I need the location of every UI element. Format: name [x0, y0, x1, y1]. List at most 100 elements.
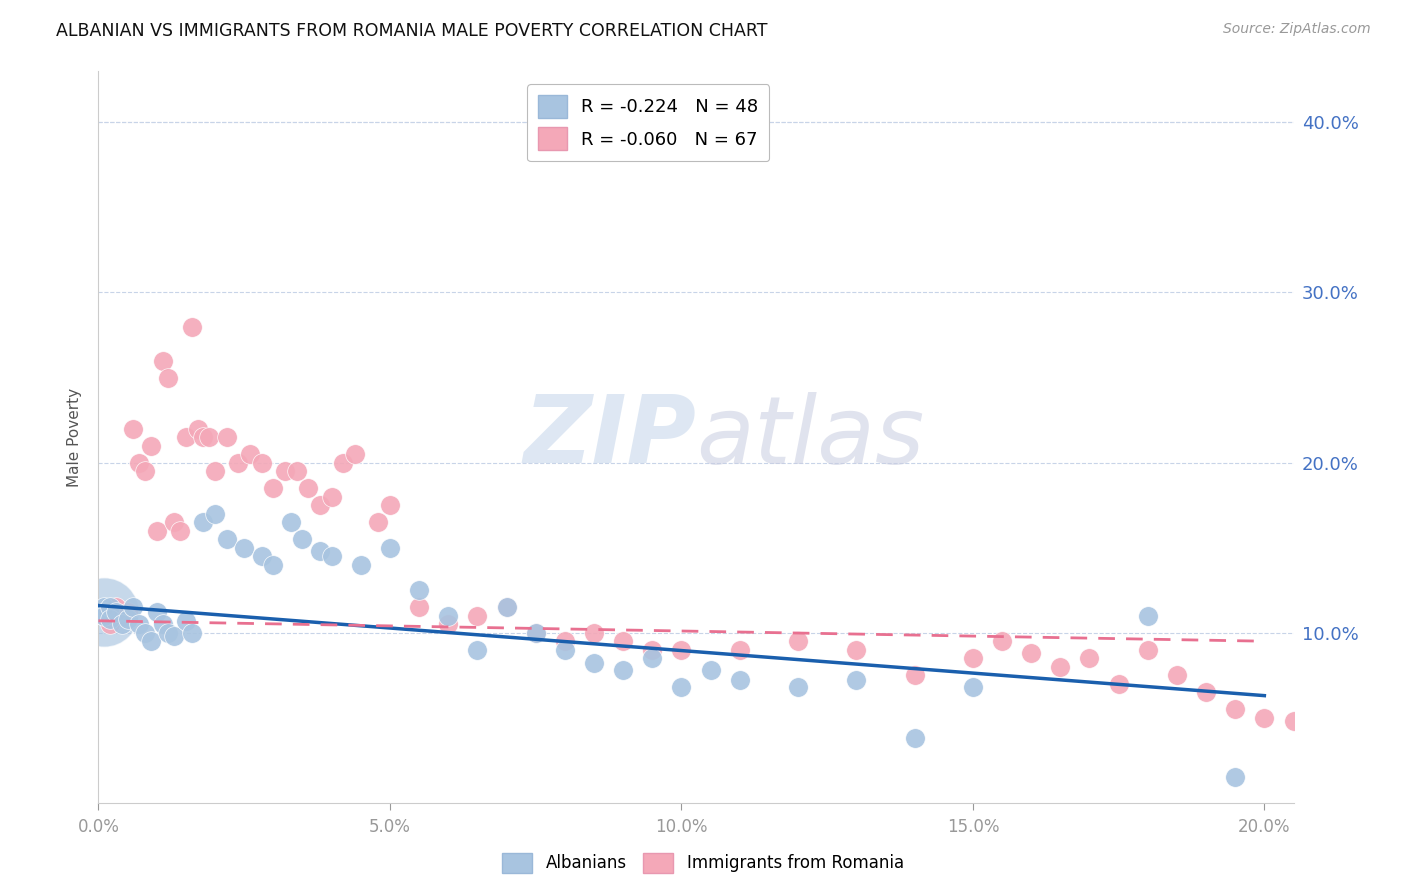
Point — [193, 430, 215, 444]
Point — [134, 625, 156, 640]
Point — [728, 673, 751, 688]
Point — [111, 608, 134, 623]
Point — [198, 430, 221, 444]
Point — [274, 464, 297, 478]
Point — [728, 642, 751, 657]
Point — [408, 600, 430, 615]
Point — [1282, 714, 1305, 728]
Point — [1049, 659, 1071, 673]
Point — [228, 456, 250, 470]
Point — [467, 642, 489, 657]
Point — [98, 600, 121, 615]
Point — [169, 524, 191, 538]
Point — [903, 668, 925, 682]
Point — [1225, 770, 1247, 784]
Point — [582, 657, 605, 671]
Legend: R = -0.224   N = 48, R = -0.060   N = 67: R = -0.224 N = 48, R = -0.060 N = 67 — [527, 84, 769, 161]
Point — [378, 498, 401, 512]
Point — [145, 605, 167, 619]
Point — [139, 439, 162, 453]
Point — [117, 612, 139, 626]
Point — [128, 456, 150, 470]
Point — [134, 464, 156, 478]
Point — [98, 617, 121, 632]
Point — [437, 608, 460, 623]
Point — [93, 605, 115, 619]
Point — [612, 634, 634, 648]
Point — [215, 430, 238, 444]
Point — [903, 731, 925, 746]
Point — [262, 558, 284, 572]
Point — [157, 625, 180, 640]
Point — [408, 583, 430, 598]
Point — [321, 549, 343, 563]
Point — [1136, 608, 1159, 623]
Point — [332, 456, 354, 470]
Text: ALBANIAN VS IMMIGRANTS FROM ROMANIA MALE POVERTY CORRELATION CHART: ALBANIAN VS IMMIGRANTS FROM ROMANIA MALE… — [56, 22, 768, 40]
Point — [367, 515, 389, 529]
Point — [1225, 702, 1247, 716]
Point — [845, 642, 868, 657]
Point — [139, 634, 162, 648]
Text: atlas: atlas — [696, 392, 924, 483]
Point — [1253, 711, 1275, 725]
Point — [291, 532, 314, 546]
Text: ZIP: ZIP — [523, 391, 696, 483]
Point — [122, 600, 145, 615]
Point — [204, 507, 226, 521]
Point — [524, 625, 547, 640]
Point — [111, 617, 134, 632]
Point — [93, 600, 115, 615]
Point — [1108, 677, 1130, 691]
Point — [524, 625, 547, 640]
Point — [641, 642, 664, 657]
Point — [1369, 724, 1392, 739]
Point — [1166, 668, 1188, 682]
Point — [250, 456, 273, 470]
Point — [1136, 642, 1159, 657]
Point — [582, 625, 605, 640]
Point — [1312, 736, 1334, 750]
Point — [174, 430, 197, 444]
Point — [93, 608, 115, 623]
Point — [495, 600, 517, 615]
Point — [122, 421, 145, 435]
Point — [285, 464, 308, 478]
Legend: Albanians, Immigrants from Romania: Albanians, Immigrants from Romania — [495, 847, 911, 880]
Point — [343, 447, 366, 461]
Point — [145, 524, 167, 538]
Point — [309, 498, 332, 512]
Point — [554, 642, 576, 657]
Point — [671, 642, 693, 657]
Point — [787, 634, 810, 648]
Point — [1195, 685, 1218, 699]
Point — [193, 515, 215, 529]
Point — [495, 600, 517, 615]
Point — [962, 680, 984, 694]
Point — [163, 515, 186, 529]
Point — [186, 421, 208, 435]
Point — [991, 634, 1014, 648]
Point — [262, 481, 284, 495]
Point — [554, 634, 576, 648]
Point — [157, 370, 180, 384]
Point — [845, 673, 868, 688]
Point — [163, 629, 186, 643]
Point — [180, 319, 202, 334]
Point — [180, 625, 202, 640]
Point — [467, 608, 489, 623]
Text: Source: ZipAtlas.com: Source: ZipAtlas.com — [1223, 22, 1371, 37]
Point — [297, 481, 319, 495]
Point — [321, 490, 343, 504]
Point — [215, 532, 238, 546]
Point — [612, 663, 634, 677]
Point — [152, 353, 174, 368]
Point — [1019, 646, 1042, 660]
Point — [962, 651, 984, 665]
Point — [280, 515, 302, 529]
Point — [350, 558, 373, 572]
Point — [1340, 745, 1362, 759]
Point — [93, 605, 115, 619]
Point — [93, 608, 115, 623]
Point — [104, 605, 127, 619]
